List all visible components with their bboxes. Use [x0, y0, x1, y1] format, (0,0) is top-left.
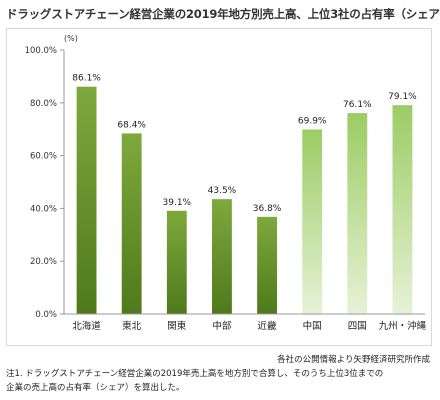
- value-label: 43.5%: [208, 186, 237, 196]
- y-unit-label: (%): [64, 34, 78, 43]
- bar: [392, 105, 413, 315]
- x-tick-label: 北海道: [72, 320, 101, 332]
- footnote-line-2: 企業の売上高の占有率（シェア）を算出した。: [6, 383, 185, 393]
- value-label: 68.4%: [117, 120, 146, 130]
- x-tick-label: 九州・沖縄: [379, 320, 427, 332]
- x-tick-label: 近畿: [258, 320, 278, 332]
- chart-frame: (%) 0.0% 20.0% 40.0% 60.0% 80.0% 100.0% 86.1%…: [6, 28, 432, 346]
- value-label: 76.1%: [343, 100, 372, 110]
- x-tick-label: 東北: [122, 320, 142, 332]
- chart-title: ドラッグストアチェーン経営企業の2019年地方別売上高、上位3社の占有率（シェア…: [6, 7, 440, 21]
- bar: [76, 86, 97, 314]
- y-tick-label: 40.0%: [30, 204, 57, 214]
- bar-chart: (%) 0.0% 20.0% 40.0% 60.0% 80.0% 100.0% 86.1%…: [25, 34, 427, 332]
- y-tick-label: 100.0%: [25, 46, 57, 56]
- source-text: 各社の公開情報より矢野経済研究所作成: [277, 355, 430, 365]
- bar: [257, 216, 277, 314]
- bar: [166, 210, 187, 314]
- x-tick-label: 四国: [348, 321, 367, 332]
- value-label: 39.1%: [163, 198, 192, 208]
- bar: [121, 133, 142, 314]
- x-axis: 北海道 東北 関東 中部 近畿 中国 四国 九州・沖縄: [64, 313, 427, 332]
- bar: [347, 113, 368, 314]
- bar: [302, 129, 323, 314]
- footnote-line-1: 注1. ドラッグストアチェーン経営企業の2019年売上高を地方別で合算し、そのう…: [6, 369, 384, 379]
- value-label: 79.1%: [388, 92, 417, 102]
- value-labels: 86.1% 68.4% 39.1% 43.5% 36.8% 69.9% 76.1% 79.1%: [72, 74, 417, 214]
- x-tick-label: 関東: [167, 320, 187, 332]
- y-axis: 0.0% 20.0% 40.0% 60.0% 80.0% 100.0%: [25, 46, 65, 320]
- footnote: 注1. ドラッグストアチェーン経営企業の2019年売上高を地方別で合算し、そのう…: [6, 367, 383, 395]
- value-label: 69.9%: [298, 116, 327, 126]
- bars: [76, 86, 413, 315]
- bar: [212, 199, 232, 314]
- y-tick-label: 80.0%: [30, 99, 57, 109]
- value-label: 36.8%: [253, 204, 282, 214]
- y-tick-label: 20.0%: [30, 257, 57, 267]
- x-tick-label: 中国: [303, 320, 322, 332]
- y-tick-label: 0.0%: [35, 310, 57, 320]
- x-tick-label: 中部: [212, 320, 231, 332]
- value-label: 86.1%: [72, 74, 101, 84]
- y-tick-label: 60.0%: [30, 152, 57, 162]
